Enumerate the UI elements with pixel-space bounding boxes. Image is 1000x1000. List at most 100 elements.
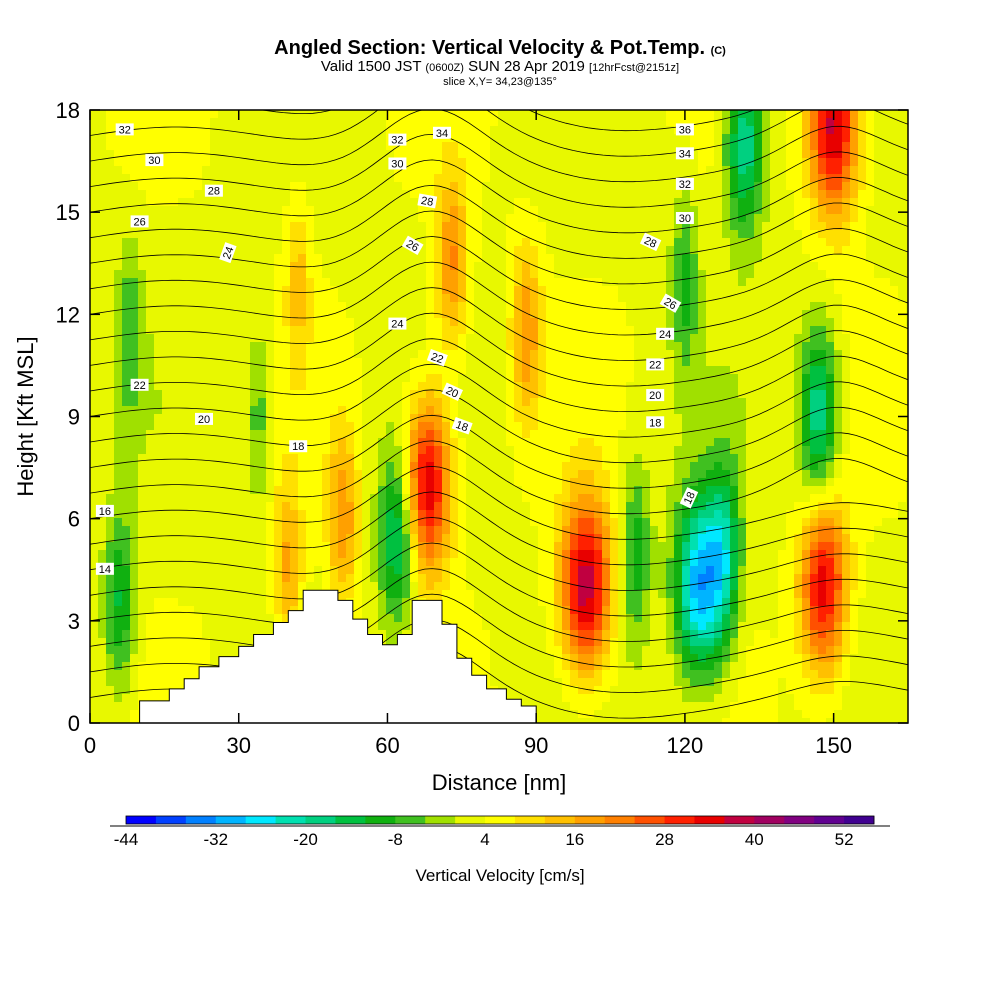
velocity-cell: [98, 342, 107, 351]
velocity-cell: [762, 278, 771, 287]
velocity-cell: [330, 294, 339, 303]
velocity-cell: [874, 406, 883, 415]
velocity-cell: [362, 270, 371, 279]
velocity-cell: [418, 398, 427, 407]
velocity-cell: [218, 286, 227, 295]
velocity-cell: [138, 302, 147, 311]
velocity-cell: [754, 238, 763, 247]
velocity-cell: [610, 486, 619, 495]
velocity-cell: [106, 478, 115, 487]
velocity-cell: [650, 294, 659, 303]
velocity-cell: [626, 302, 635, 311]
velocity-cell: [690, 158, 699, 167]
velocity-cell: [698, 286, 707, 295]
velocity-cell: [322, 118, 331, 127]
velocity-cell: [306, 366, 315, 375]
velocity-cell: [546, 262, 555, 271]
velocity-cell: [330, 454, 339, 463]
velocity-cell: [682, 110, 691, 119]
velocity-cell: [738, 478, 747, 487]
velocity-cell: [130, 238, 139, 247]
velocity-cell: [506, 278, 515, 287]
velocity-cell: [146, 478, 155, 487]
velocity-cell: [250, 358, 259, 367]
velocity-cell: [826, 326, 835, 335]
velocity-cell: [890, 358, 899, 367]
velocity-cell: [674, 166, 683, 175]
velocity-cell: [210, 142, 219, 151]
velocity-cell: [666, 214, 675, 223]
velocity-cell: [218, 158, 227, 167]
velocity-cell: [538, 166, 547, 175]
velocity-cell: [106, 262, 115, 271]
velocity-cell: [754, 246, 763, 255]
velocity-cell: [754, 446, 763, 455]
velocity-cell: [890, 214, 899, 223]
velocity-cell: [330, 358, 339, 367]
velocity-cell: [882, 286, 891, 295]
velocity-cell: [474, 286, 483, 295]
velocity-cell: [138, 254, 147, 263]
velocity-cell: [314, 366, 323, 375]
velocity-cell: [794, 158, 803, 167]
velocity-cell: [194, 126, 203, 135]
velocity-cell: [114, 190, 123, 199]
velocity-cell: [738, 318, 747, 327]
velocity-cell: [714, 430, 723, 439]
velocity-cell: [530, 334, 539, 343]
velocity-cell: [690, 222, 699, 231]
velocity-cell: [850, 238, 859, 247]
velocity-cell: [138, 366, 147, 375]
velocity-cell: [498, 406, 507, 415]
velocity-cell: [666, 406, 675, 415]
velocity-cell: [578, 110, 587, 119]
velocity-cell: [170, 390, 179, 399]
velocity-cell: [626, 262, 635, 271]
velocity-cell: [746, 206, 755, 215]
velocity-cell: [170, 150, 179, 159]
velocity-cell: [162, 222, 171, 231]
velocity-cell: [850, 358, 859, 367]
velocity-cell: [826, 222, 835, 231]
velocity-cell: [354, 342, 363, 351]
velocity-cell: [490, 166, 499, 175]
velocity-cell: [674, 110, 683, 119]
velocity-cell: [882, 478, 891, 487]
velocity-cell: [570, 294, 579, 303]
slice-info: slice X,Y= 34,23@135°: [443, 76, 557, 88]
velocity-cell: [290, 398, 299, 407]
velocity-cell: [482, 246, 491, 255]
velocity-cell: [498, 286, 507, 295]
velocity-cell: [146, 486, 155, 495]
velocity-cell: [290, 454, 299, 463]
velocity-cell: [522, 326, 531, 335]
velocity-cell: [330, 470, 339, 479]
velocity-cell: [762, 198, 771, 207]
velocity-cell: [330, 174, 339, 183]
velocity-cell: [466, 150, 475, 159]
velocity-cell: [618, 318, 627, 327]
velocity-cell: [826, 390, 835, 399]
velocity-cell: [346, 230, 355, 239]
velocity-cell: [746, 190, 755, 199]
velocity-cell: [434, 366, 443, 375]
velocity-cell: [202, 422, 211, 431]
velocity-cell: [522, 110, 531, 119]
velocity-cell: [458, 134, 467, 143]
velocity-cell: [858, 238, 867, 247]
velocity-cell: [570, 110, 579, 119]
velocity-cell: [394, 462, 403, 471]
velocity-cell: [762, 382, 771, 391]
velocity-cell: [274, 190, 283, 199]
velocity-cell: [666, 358, 675, 367]
velocity-cell: [714, 158, 723, 167]
velocity-cell: [626, 478, 635, 487]
velocity-cell: [506, 438, 515, 447]
velocity-cell: [186, 390, 195, 399]
velocity-cell: [242, 230, 251, 239]
velocity-cell: [226, 414, 235, 423]
velocity-cell: [802, 318, 811, 327]
velocity-cell: [362, 406, 371, 415]
velocity-cell: [378, 254, 387, 263]
velocity-cell: [170, 494, 179, 503]
